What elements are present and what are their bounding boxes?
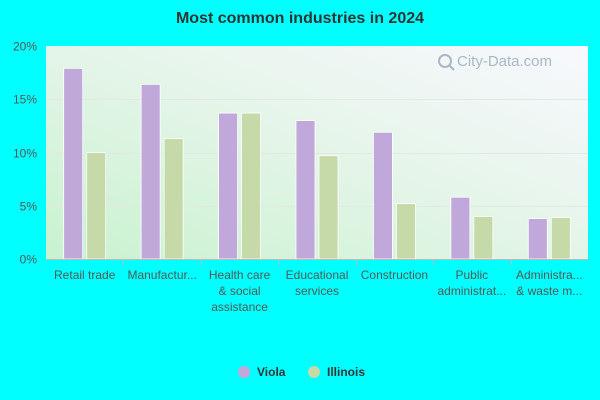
legend-label-illinois: Illinois bbox=[327, 365, 365, 379]
x-tick-label: Health care & social assistance bbox=[209, 268, 271, 314]
y-tick-label: 5% bbox=[20, 200, 38, 214]
x-tick-label: Retail trade bbox=[54, 268, 116, 282]
y-tick-label: 15% bbox=[13, 93, 37, 107]
bar-illinois-6[interactable] bbox=[550, 217, 571, 260]
y-tick-label: 10% bbox=[13, 147, 37, 161]
watermark-text: City-Data.com bbox=[457, 53, 552, 70]
watermark-magnifier-icon bbox=[438, 54, 452, 68]
bar-viola-3[interactable] bbox=[295, 120, 316, 260]
bar-viola-0[interactable] bbox=[63, 67, 84, 260]
x-tick-label: Educational services bbox=[286, 268, 349, 298]
legend-swatch-viola bbox=[238, 366, 250, 378]
x-tick-label: Manufactur... bbox=[127, 268, 196, 282]
gridlines bbox=[46, 99, 588, 207]
bar-illinois-3[interactable] bbox=[318, 155, 339, 260]
legend-label-viola: Viola bbox=[257, 365, 286, 379]
bars bbox=[63, 67, 571, 260]
bar-illinois-2[interactable] bbox=[241, 112, 261, 260]
y-axis: 0% 5% 10% 15% 20% bbox=[13, 40, 37, 267]
x-tick-label: Public administrat... bbox=[438, 268, 507, 298]
watermark: City-Data.com bbox=[438, 53, 552, 71]
x-tick-label: Administra... & waste m... bbox=[516, 268, 583, 298]
y-tick-label: 20% bbox=[13, 40, 37, 54]
y-tick-label: 0% bbox=[20, 253, 38, 267]
chart-title: Most common industries in 2024 bbox=[176, 10, 424, 27]
x-tick-label: Construction bbox=[361, 268, 428, 282]
bar-viola-6[interactable] bbox=[527, 218, 548, 260]
bar-viola-2[interactable] bbox=[218, 112, 238, 260]
legend: Viola Illinois bbox=[238, 365, 365, 379]
plot-area bbox=[46, 46, 588, 259]
bar-illinois-4[interactable] bbox=[396, 203, 416, 260]
watermark-magnifier-handle bbox=[448, 64, 455, 71]
bar-illinois-1[interactable] bbox=[163, 138, 184, 260]
legend-swatch-illinois bbox=[308, 366, 320, 378]
bar-viola-5[interactable] bbox=[450, 196, 471, 260]
bar-illinois-0[interactable] bbox=[86, 152, 107, 260]
bar-viola-4[interactable] bbox=[373, 131, 393, 260]
x-axis: Retail trade Manufactur... Health care & so… bbox=[54, 259, 583, 314]
bar-viola-1[interactable] bbox=[140, 83, 161, 260]
bar-illinois-5[interactable] bbox=[473, 215, 494, 260]
